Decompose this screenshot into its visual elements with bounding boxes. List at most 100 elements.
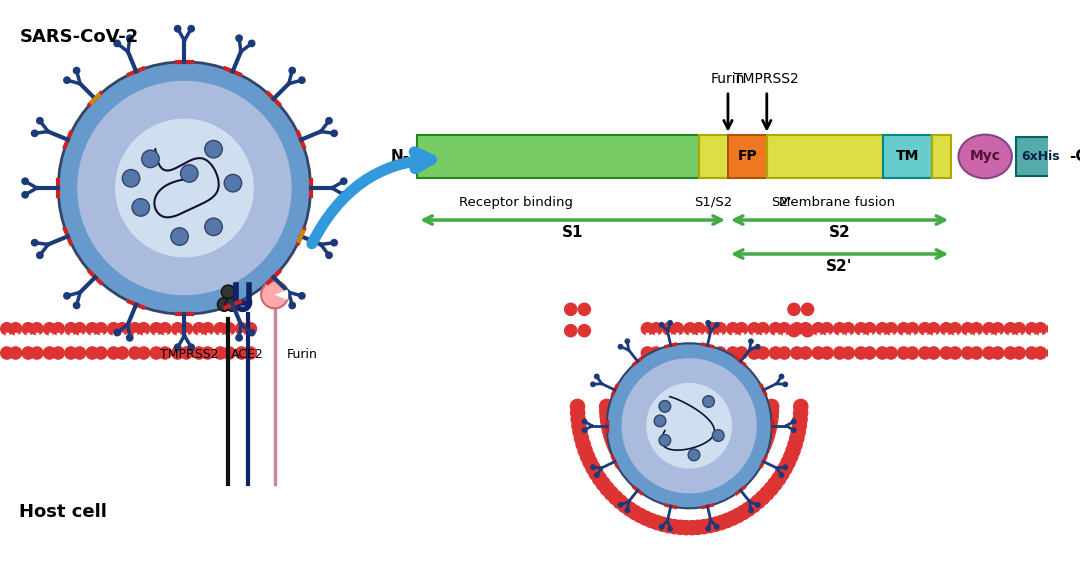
Circle shape [607, 343, 771, 509]
Circle shape [149, 322, 163, 336]
Circle shape [298, 76, 306, 84]
Text: Furin: Furin [286, 348, 318, 361]
Circle shape [1055, 346, 1068, 360]
Circle shape [72, 301, 81, 309]
Circle shape [137, 322, 150, 336]
Circle shape [762, 413, 779, 429]
Circle shape [340, 191, 348, 199]
Circle shape [618, 502, 623, 508]
Circle shape [782, 464, 788, 470]
Circle shape [573, 430, 590, 446]
Circle shape [654, 517, 671, 532]
Circle shape [605, 432, 620, 448]
Circle shape [63, 76, 71, 84]
Ellipse shape [958, 135, 1012, 179]
Circle shape [599, 398, 615, 414]
Circle shape [187, 25, 195, 33]
Circle shape [948, 322, 962, 336]
Circle shape [793, 405, 808, 421]
Circle shape [22, 346, 35, 360]
Circle shape [616, 453, 631, 469]
Circle shape [684, 346, 697, 360]
Circle shape [747, 322, 761, 336]
Circle shape [1055, 322, 1068, 336]
Circle shape [22, 177, 29, 185]
Circle shape [739, 465, 755, 480]
Circle shape [714, 483, 729, 499]
Text: ACE2: ACE2 [231, 348, 264, 361]
Circle shape [771, 471, 786, 487]
Circle shape [187, 343, 195, 351]
Circle shape [714, 346, 727, 360]
Circle shape [30, 346, 43, 360]
Circle shape [288, 301, 296, 309]
Circle shape [642, 479, 657, 495]
Circle shape [72, 322, 86, 336]
Text: TMPRSS2: TMPRSS2 [734, 72, 799, 86]
Circle shape [751, 494, 766, 510]
Circle shape [778, 322, 791, 336]
Circle shape [692, 490, 707, 506]
Bar [699, 135, 728, 179]
Circle shape [325, 117, 333, 125]
Circle shape [789, 430, 805, 446]
Circle shape [756, 322, 770, 336]
Circle shape [927, 322, 941, 336]
Circle shape [713, 430, 724, 441]
Circle shape [288, 67, 296, 75]
Circle shape [126, 34, 134, 42]
Circle shape [36, 251, 43, 259]
Circle shape [589, 466, 604, 481]
Circle shape [85, 322, 99, 336]
Circle shape [30, 239, 39, 247]
Circle shape [753, 445, 768, 461]
Circle shape [661, 518, 676, 533]
Circle shape [602, 423, 618, 439]
Circle shape [778, 346, 791, 360]
Circle shape [741, 502, 756, 517]
Circle shape [9, 322, 23, 336]
Circle shape [793, 398, 809, 414]
Circle shape [982, 322, 996, 336]
Circle shape [783, 449, 798, 464]
Text: 6xHis: 6xHis [1022, 150, 1059, 163]
Circle shape [697, 519, 712, 534]
Circle shape [612, 449, 629, 465]
Text: Receptor binding: Receptor binding [459, 196, 572, 209]
Circle shape [158, 322, 172, 336]
Circle shape [725, 477, 741, 492]
Text: S1/S2: S1/S2 [694, 196, 732, 209]
Circle shape [885, 322, 897, 336]
Circle shape [781, 455, 796, 470]
Circle shape [113, 40, 121, 47]
Circle shape [654, 415, 666, 426]
Circle shape [811, 346, 825, 360]
Circle shape [811, 322, 825, 336]
Circle shape [730, 508, 745, 523]
Text: FP: FP [738, 149, 757, 164]
Circle shape [717, 482, 733, 497]
Text: Membrane fusion: Membrane fusion [779, 196, 894, 209]
Circle shape [180, 165, 198, 182]
Circle shape [1025, 346, 1039, 360]
Circle shape [116, 346, 130, 360]
Circle shape [645, 482, 661, 497]
Circle shape [675, 491, 690, 506]
Circle shape [594, 374, 599, 379]
Circle shape [52, 322, 65, 336]
Circle shape [222, 322, 235, 336]
Bar [417, 135, 699, 179]
Circle shape [174, 343, 181, 351]
Circle shape [582, 427, 588, 433]
Circle shape [624, 338, 631, 344]
Circle shape [961, 322, 974, 336]
Circle shape [58, 62, 311, 314]
Circle shape [1012, 322, 1026, 336]
Circle shape [132, 199, 149, 216]
Circle shape [940, 322, 954, 336]
Bar [883, 135, 932, 179]
Circle shape [918, 322, 932, 336]
Circle shape [1047, 346, 1059, 360]
Circle shape [688, 491, 703, 506]
Circle shape [330, 239, 338, 247]
